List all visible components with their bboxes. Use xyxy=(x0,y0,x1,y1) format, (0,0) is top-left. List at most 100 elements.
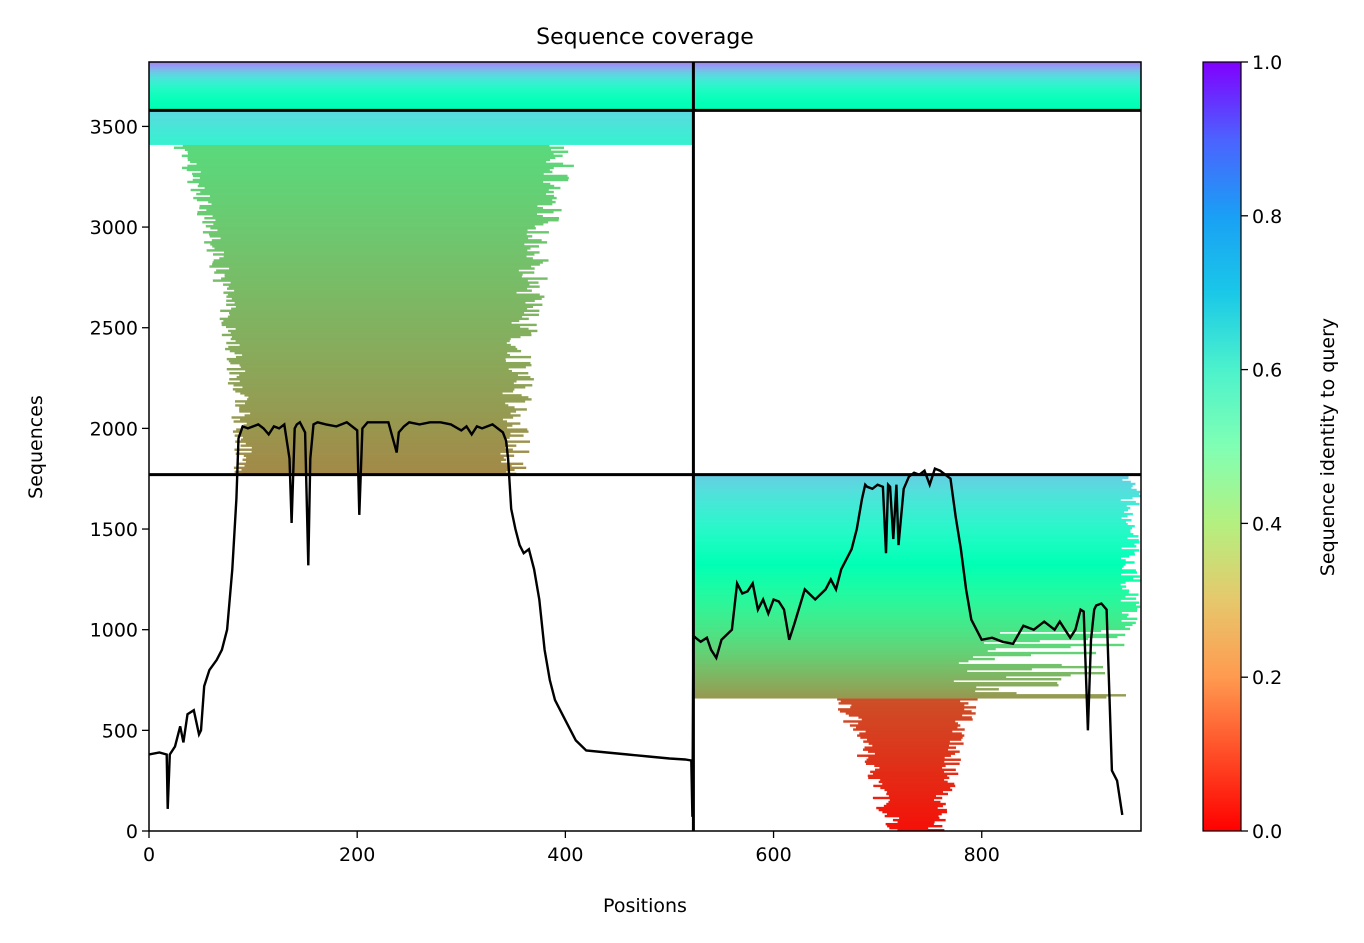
y-tick-label: 500 xyxy=(102,720,138,742)
heatmap-band xyxy=(227,315,523,319)
heatmap-band xyxy=(149,126,694,129)
heatmap-band xyxy=(220,237,529,240)
heatmap-band xyxy=(866,758,961,761)
heatmap-band xyxy=(149,78,1141,81)
heatmap-band xyxy=(229,313,539,317)
heatmap-band xyxy=(883,804,943,808)
heatmap-band xyxy=(227,382,514,385)
heatmap-band xyxy=(693,651,1097,655)
heatmap-band xyxy=(200,190,554,194)
heatmap-band xyxy=(693,675,1007,679)
heatmap-band xyxy=(865,730,953,733)
heatmap-band xyxy=(861,718,973,721)
heatmap-band xyxy=(837,698,978,701)
heatmap-band xyxy=(239,343,511,347)
y-tick-label: 1000 xyxy=(90,620,138,642)
heatmap-band xyxy=(693,539,1139,542)
heatmap-band xyxy=(197,210,554,214)
heatmap-band xyxy=(226,303,543,306)
heatmap-band xyxy=(693,571,1137,574)
colorbar-tick-label: 0.8 xyxy=(1252,206,1282,228)
heatmap-band xyxy=(228,359,506,363)
y-axis: 0 500 1000 1500 2000 2500 3000 3500 xyxy=(90,116,149,843)
heatmap-band xyxy=(693,559,1126,562)
heatmap-band xyxy=(224,275,522,278)
heatmap-band xyxy=(235,400,526,403)
heatmap-band xyxy=(889,798,935,802)
heatmap-band xyxy=(149,63,1141,66)
heatmap-band xyxy=(864,746,957,749)
heatmap-band xyxy=(149,100,1141,103)
heatmap-band xyxy=(242,458,507,461)
colorbar-tick-label: 1.0 xyxy=(1252,52,1282,74)
x-axis: 0 200 400 600 800 xyxy=(143,831,1000,866)
heatmap-band xyxy=(235,452,501,455)
heatmap-band xyxy=(875,768,956,772)
heatmap-band xyxy=(149,84,1141,87)
colorbar-tick-label: 0.0 xyxy=(1252,821,1282,843)
heatmap-band xyxy=(149,70,1141,73)
heatmap-band xyxy=(232,388,515,391)
heatmap-band xyxy=(856,726,958,729)
heatmap-band xyxy=(204,241,548,244)
heatmap-band xyxy=(872,772,959,776)
heatmap-band xyxy=(223,319,520,323)
heatmap-band xyxy=(897,820,935,824)
heatmap-band xyxy=(868,742,964,745)
heatmap-band xyxy=(240,426,508,429)
heatmap-band xyxy=(874,764,946,767)
heatmap-band xyxy=(867,738,962,741)
heatmap-band xyxy=(230,281,539,284)
heatmap-band xyxy=(216,269,519,272)
heatmap-band xyxy=(693,678,1062,681)
heatmap-band xyxy=(693,577,1134,580)
x-tick-label: 400 xyxy=(547,844,583,866)
heatmap-band xyxy=(693,647,996,651)
heatmap-band xyxy=(693,563,1126,566)
heatmap-band xyxy=(693,611,1122,614)
heatmap-band xyxy=(221,277,548,280)
heatmap-band xyxy=(888,800,941,804)
heatmap-band xyxy=(693,599,1121,602)
heatmap-band xyxy=(149,97,1141,100)
heatmap-band xyxy=(210,243,525,246)
heatmap-band xyxy=(693,500,1136,504)
heatmap-band xyxy=(149,122,694,125)
heatmap-band xyxy=(840,700,961,703)
heatmap-band xyxy=(693,673,1071,677)
heatmap-band xyxy=(235,355,532,359)
heatmap-band xyxy=(230,331,532,335)
heatmap-band xyxy=(225,325,521,329)
heatmap-band xyxy=(210,227,536,230)
heatmap-band xyxy=(693,567,1122,570)
heatmap-band xyxy=(228,345,516,349)
heatmap-band xyxy=(149,103,1141,106)
heatmap-band xyxy=(857,734,965,737)
heatmap-band xyxy=(857,754,951,757)
heatmap-band xyxy=(884,814,939,818)
heatmap-band xyxy=(225,347,518,351)
chart-title: Sequence coverage xyxy=(536,25,754,50)
heatmap-band xyxy=(693,533,1134,536)
x-tick-label: 600 xyxy=(755,844,791,866)
heatmap-band xyxy=(845,712,976,715)
heatmap-band xyxy=(235,440,531,443)
heatmap-band xyxy=(202,231,549,234)
heatmap-band xyxy=(149,66,1141,69)
heatmap-band xyxy=(149,130,694,133)
heatmap-band xyxy=(149,114,694,117)
heatmap-band xyxy=(693,692,1017,695)
heatmap-band xyxy=(897,828,945,831)
heatmap-band xyxy=(192,172,544,176)
heatmap-band xyxy=(867,774,948,778)
heatmap-band xyxy=(887,824,943,828)
heatmap-band xyxy=(149,62,1141,65)
heatmap-band xyxy=(149,120,694,123)
heatmap-band xyxy=(213,223,544,226)
heatmap-band xyxy=(223,291,517,294)
heatmap-band xyxy=(181,154,563,158)
heatmap-band xyxy=(693,595,1126,598)
heatmap-band xyxy=(853,728,965,731)
